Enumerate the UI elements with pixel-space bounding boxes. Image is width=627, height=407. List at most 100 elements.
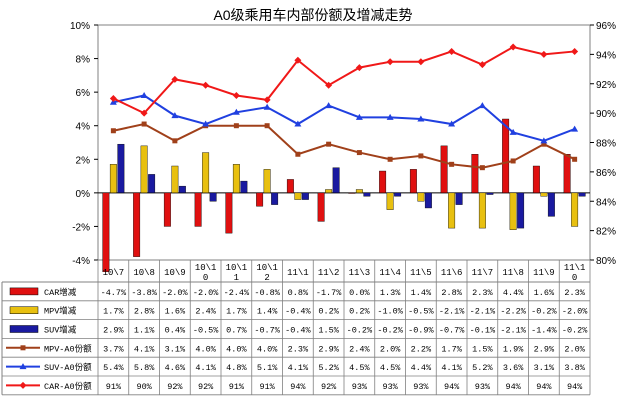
point-marker [540,137,548,144]
data-label: 1.7% [103,307,124,317]
series-line [113,94,575,142]
data-label: 93% [475,382,491,392]
bar [348,192,356,194]
bar [325,189,333,194]
point-marker [572,156,578,162]
point-marker [294,120,302,127]
bar [332,167,340,194]
right-tick-label: 88% [596,139,616,150]
category-label: 10\7 [103,268,125,278]
point-marker [202,81,210,89]
data-label: 1.4% [411,288,432,298]
point-marker [541,141,547,147]
point-marker [326,141,332,147]
data-label: 4.4% [503,288,524,298]
legend-key [9,325,39,333]
left-tick-label: 8% [76,55,91,66]
bar [133,192,141,257]
bar [355,189,363,194]
data-label: -2.2% [500,307,526,317]
data-label: 2.2% [411,344,432,354]
point-marker [19,381,27,389]
bar [194,192,202,227]
bar [409,169,417,194]
bar [140,145,148,194]
point-marker [110,128,116,134]
data-label: 2.9% [103,326,124,336]
point-marker [478,61,486,69]
bar [317,192,325,222]
bar [117,143,125,194]
data-label: -1.0% [377,307,403,317]
category-label: 11\5 [410,268,432,278]
data-label: 1.6% [534,288,555,298]
data-label: 5.2% [472,363,493,373]
data-label: 4.0% [226,344,247,354]
data-label: 94% [505,382,521,392]
right-tick-label: 84% [596,197,616,208]
bar [379,170,387,194]
data-label: 3.8% [564,363,585,373]
point-marker [141,121,147,127]
bar [486,192,494,195]
legend-key [9,287,39,296]
left-tick-label: -4% [72,256,90,267]
category-label: 10\1 [226,263,248,273]
point-marker [325,81,333,89]
data-label: 0.2% [318,307,339,317]
data-label: 94% [290,382,306,392]
point-marker [449,161,455,167]
bar [517,192,525,229]
data-label: -2.4% [224,288,250,298]
category-label: 11\2 [318,268,340,278]
data-label: 2.3% [472,288,493,298]
bar [563,154,571,194]
data-label: 1.3% [380,288,401,298]
data-label: 1.6% [165,307,186,317]
point-marker [448,120,456,127]
data-label: 4.4% [411,363,432,373]
bar [394,192,402,197]
data-label: 2.9% [534,344,555,354]
data-label: 94% [444,382,460,392]
data-label: 1.1% [134,326,155,336]
right-tick-label: 82% [596,227,616,238]
left-tick-label: 2% [76,155,91,166]
point-marker [325,102,333,109]
point-marker [571,125,579,132]
data-label: -2.0% [562,307,588,317]
bar [178,185,186,194]
data-label: -0.5% [193,326,219,336]
legend-label: CAR增减 [44,287,77,298]
data-label: 1.5% [318,326,339,336]
data-label: 92% [321,382,337,392]
category-label: 11\8 [502,268,524,278]
data-label: 93% [413,382,429,392]
bar [509,192,517,230]
data-label: -2.1% [470,307,496,317]
data-label: -2.0% [162,288,188,298]
point-marker [479,165,485,171]
data-label: 2.3% [288,344,309,354]
data-label: 91% [106,382,122,392]
data-label: 92% [198,382,214,392]
data-label: -0.2% [562,326,588,336]
category-label: 11\7 [472,268,494,278]
bar [171,165,179,194]
bar [163,192,171,227]
data-label: -0.1% [470,326,496,336]
data-label: -0.9% [408,326,434,336]
left-tick-label: -2% [72,222,90,233]
bar [448,192,456,229]
data-label: 3.6% [503,363,524,373]
bar [271,192,279,205]
data-label: -3.8% [131,288,157,298]
point-marker [263,103,271,110]
data-label: -0.2% [347,326,373,336]
bar [571,192,579,227]
bar [102,192,110,272]
data-label: -0.4% [285,326,311,336]
data-label: -1.4% [531,326,557,336]
data-label: 94% [536,382,552,392]
